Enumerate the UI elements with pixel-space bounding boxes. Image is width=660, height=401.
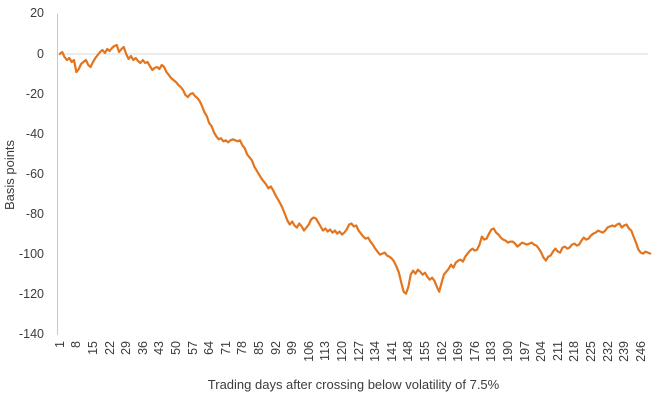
x-tick-label: 204 xyxy=(534,341,549,362)
y-tick-label: -80 xyxy=(25,207,44,221)
x-tick-label: 92 xyxy=(268,341,283,355)
x-tick-label: 64 xyxy=(202,341,217,355)
x-tick-label: 176 xyxy=(467,341,482,362)
y-tick-label: -60 xyxy=(25,166,44,181)
x-tick-label: 183 xyxy=(484,341,499,362)
x-tick-label: 113 xyxy=(318,341,333,361)
x-tick-label: 8 xyxy=(69,341,84,348)
x-tick-label: 232 xyxy=(600,341,615,362)
x-tick-label: 99 xyxy=(285,341,300,355)
x-tick-label: 106 xyxy=(301,341,316,362)
x-tick-label: 197 xyxy=(517,341,532,362)
x-tick-label: 162 xyxy=(434,341,449,362)
x-tick-label: 148 xyxy=(401,341,416,362)
y-axis-title: Basis points xyxy=(2,139,17,211)
x-tick-label: 141 xyxy=(384,341,399,362)
y-tick-label: -100 xyxy=(18,247,44,262)
x-tick-label: 239 xyxy=(617,341,632,362)
x-tick-label: 57 xyxy=(185,341,200,355)
x-tick-label: 169 xyxy=(451,341,466,362)
y-tick-label: -140 xyxy=(18,327,44,342)
x-tick-label: 50 xyxy=(168,341,183,355)
x-tick-label: 43 xyxy=(152,341,167,355)
x-tick-label: 120 xyxy=(334,341,349,362)
x-tick-label: 22 xyxy=(102,341,117,355)
x-tick-label: 36 xyxy=(135,341,150,355)
y-tick-label: -20 xyxy=(25,86,44,101)
series-line xyxy=(58,43,652,295)
x-tick-label: 71 xyxy=(218,341,233,355)
x-tick-label: 225 xyxy=(583,341,598,362)
y-tick-label: 20 xyxy=(30,6,44,21)
x-tick-label: 190 xyxy=(500,341,515,362)
x-tick-label: 15 xyxy=(85,341,100,355)
x-tick-label: 134 xyxy=(368,341,383,362)
y-tick-label: 0 xyxy=(37,46,44,61)
x-tick-label: 127 xyxy=(351,341,366,362)
x-tick-label: 29 xyxy=(119,341,134,355)
x-axis-title: Trading days after crossing below volati… xyxy=(207,377,500,392)
x-tick-label: 78 xyxy=(235,341,250,355)
x-tick-label: 218 xyxy=(567,341,582,362)
x-tick-label: 246 xyxy=(633,341,648,362)
y-tick-label: -120 xyxy=(18,287,44,302)
x-tick-label: 1 xyxy=(52,341,67,348)
x-tick-label: 155 xyxy=(417,341,432,362)
x-tick-label: 211 xyxy=(550,341,565,361)
y-tick-label: -40 xyxy=(25,126,44,141)
x-tick-label: 85 xyxy=(251,341,266,355)
